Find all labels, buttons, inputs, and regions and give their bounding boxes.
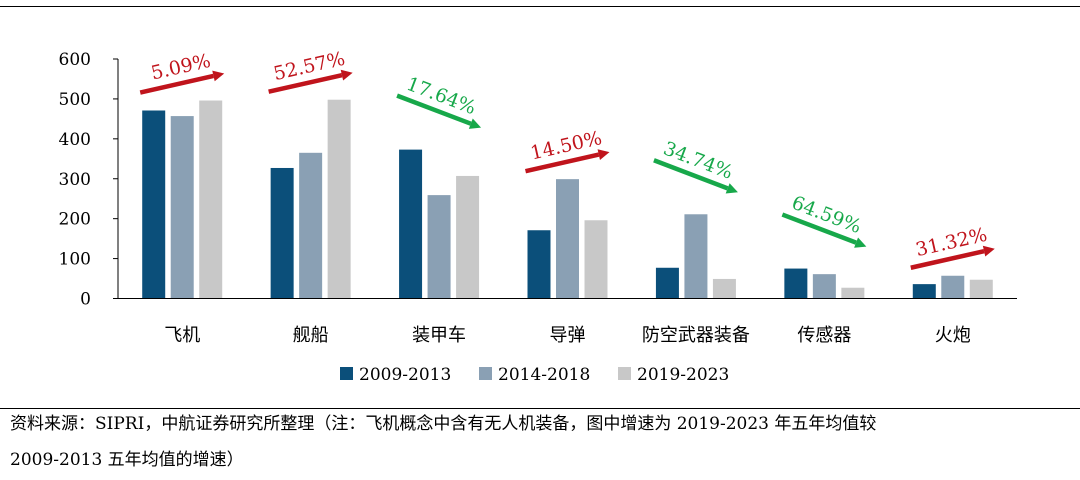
change-arrow-head bbox=[468, 118, 482, 129]
change-arrow-head bbox=[725, 183, 738, 194]
bar-2019-2023-导弹 bbox=[584, 220, 608, 299]
change-arrow-head bbox=[212, 70, 225, 82]
bar-2019-2023-火炮 bbox=[969, 279, 993, 299]
change-arrow-shaft bbox=[781, 212, 857, 245]
bar-2009-2013-舰船 bbox=[270, 167, 294, 299]
y-tick-label: 300 bbox=[59, 170, 91, 190]
legend-label: 2014-2018 bbox=[498, 365, 590, 385]
change-label: 14.50% bbox=[528, 127, 604, 164]
x-tick-label: 防空武器装备 bbox=[642, 325, 750, 346]
legend-swatch-2014-2018 bbox=[479, 367, 492, 380]
x-tick-label: 舰船 bbox=[293, 325, 329, 346]
y-tick-label: 500 bbox=[59, 90, 91, 110]
x-tick-label: 装甲车 bbox=[412, 325, 466, 346]
change-arrow-shaft bbox=[139, 73, 214, 95]
bar-2019-2023-传感器 bbox=[841, 287, 865, 299]
bar-2019-2023-舰船 bbox=[327, 99, 351, 299]
legend-swatch-2009-2013 bbox=[340, 367, 353, 380]
change-arrow-shaft bbox=[525, 152, 600, 174]
bar-2009-2013-导弹 bbox=[527, 230, 551, 299]
bar-2009-2013-装甲车 bbox=[399, 149, 423, 299]
bar-chart: 0 100 200 300 400 500 600 飞机 舰船 装甲车 导弹 防空武器装备 传感器 火炮 5… bbox=[59, 48, 1017, 385]
bar-2009-2013-火炮 bbox=[912, 284, 936, 299]
y-tick-label: 200 bbox=[59, 210, 91, 230]
bar-2014-2018-舰船 bbox=[299, 152, 323, 299]
change-arrow-head bbox=[982, 245, 995, 257]
change-label: 31.32% bbox=[914, 224, 990, 261]
source-note-line2: 2009-2013 五年均值的增速） bbox=[10, 450, 244, 470]
legend-label: 2009-2013 bbox=[359, 365, 451, 385]
source-note-line1: 资料来源：SIPRI，中航证券研究所整理（注：飞机概念中含有无人机装备，图中增速… bbox=[10, 414, 877, 434]
legend-swatch-2019-2023 bbox=[618, 367, 631, 380]
y-tick-label: 400 bbox=[59, 130, 91, 150]
bar-2009-2013-防空武器装备 bbox=[655, 267, 679, 299]
change-label: 52.57% bbox=[272, 48, 348, 85]
change-arrow-head bbox=[854, 237, 867, 248]
bar-2014-2018-装甲车 bbox=[427, 195, 451, 299]
x-tick-label: 火炮 bbox=[935, 325, 971, 346]
change-arrow-shaft bbox=[268, 72, 343, 94]
change-arrow-head bbox=[597, 149, 610, 160]
bar-2009-2013-飞机 bbox=[142, 110, 166, 299]
x-tick-label: 飞机 bbox=[164, 325, 200, 346]
bar-2019-2023-飞机 bbox=[199, 100, 223, 299]
change-arrow-shaft bbox=[396, 93, 472, 126]
y-tick-label: 600 bbox=[59, 50, 91, 70]
bar-2019-2023-防空武器装备 bbox=[712, 278, 736, 299]
y-tick-label: 0 bbox=[80, 290, 91, 310]
change-arrow-shaft bbox=[910, 248, 985, 270]
change-arrow-head bbox=[340, 69, 353, 81]
bar-2019-2023-装甲车 bbox=[456, 175, 480, 299]
bar-2014-2018-火炮 bbox=[941, 275, 965, 299]
bar-2014-2018-飞机 bbox=[170, 116, 194, 299]
bar-2014-2018-传感器 bbox=[812, 274, 836, 299]
bar-2014-2018-防空武器装备 bbox=[684, 214, 708, 299]
legend-label: 2019-2023 bbox=[637, 365, 729, 385]
bar-2009-2013-传感器 bbox=[784, 268, 808, 299]
x-tick-label: 传感器 bbox=[797, 325, 851, 346]
change-arrow-shaft bbox=[653, 158, 729, 191]
y-tick-label: 100 bbox=[59, 250, 91, 270]
bar-2014-2018-导弹 bbox=[556, 179, 579, 299]
bottom-rule bbox=[0, 408, 1080, 409]
top-rule bbox=[0, 6, 1080, 7]
x-tick-label: 导弹 bbox=[550, 325, 586, 346]
